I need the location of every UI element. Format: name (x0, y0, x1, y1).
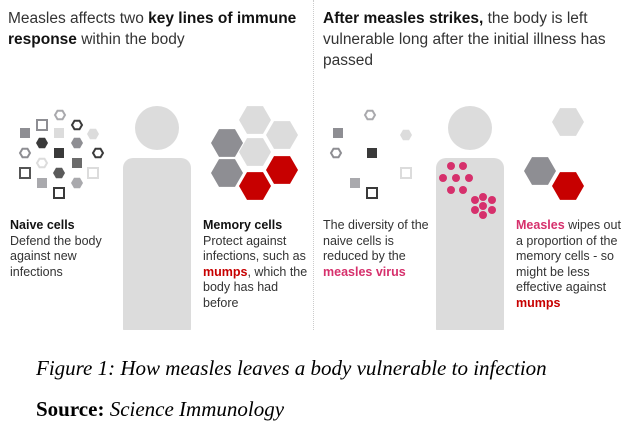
hexagon-cell (329, 147, 343, 159)
measles-virus-dot (471, 196, 479, 204)
hexagon-cell (363, 109, 377, 121)
hexagon-cell (266, 121, 298, 149)
naive-reduced-label: The diversity of the naive cells is redu… (323, 218, 429, 279)
figure-caption: Figure 1: How measles leaves a body vuln… (36, 356, 547, 380)
person-before-body (123, 158, 191, 330)
square-cell (333, 128, 343, 138)
measles-virus-dot (479, 211, 487, 219)
square-cell (350, 178, 360, 188)
hexagon-cell (35, 157, 49, 169)
hexagon-cell (211, 129, 243, 157)
hexagon-cell (524, 157, 556, 185)
measles-virus-dot (447, 186, 455, 194)
measles-virus-dot (471, 206, 479, 214)
memory-cell-red (552, 172, 584, 200)
hexagon-cell (211, 159, 243, 187)
panel-divider (313, 0, 314, 330)
hexagon-cell (552, 108, 584, 136)
measles-virus-dot (488, 206, 496, 214)
memory-cell-red (266, 156, 298, 184)
measles-virus-dot (452, 174, 460, 182)
measles-virus-dot (459, 162, 467, 170)
person-after-head (448, 106, 492, 150)
infographic-graphics (18, 106, 584, 330)
square-cell (20, 128, 30, 138)
hexagon-cell (71, 177, 83, 189)
measles-virus-dot (465, 174, 473, 182)
naive-cells-label: Naive cells Defend the body against new i… (10, 218, 102, 279)
measles-virus-dot (479, 202, 487, 210)
person-before-head (135, 106, 179, 150)
figure-source: Source: Science Immunology (36, 397, 285, 421)
hexagon-cell (91, 147, 105, 159)
right-heading: After measles strikes, the body is left … (323, 10, 606, 69)
square-cell (87, 167, 99, 179)
square-cell (366, 187, 378, 199)
hexagon-cell (87, 128, 99, 140)
hexagon-cell (239, 106, 271, 134)
hexagon-cell (18, 147, 32, 159)
square-cell (54, 148, 64, 158)
memory-cells-label: Memory cells Protect against infections, … (203, 218, 308, 310)
measles-virus-dot (459, 186, 467, 194)
person-after-body (436, 158, 504, 330)
square-cell (54, 128, 64, 138)
measles-virus-dot (488, 196, 496, 204)
hexagon-cell (53, 167, 65, 179)
square-cell (53, 187, 65, 199)
square-cell (72, 158, 82, 168)
hexagon-cell (71, 137, 83, 149)
measles-virus-dot (479, 193, 487, 201)
hexagon-cell (239, 138, 271, 166)
hexagon-cell (36, 137, 48, 149)
square-cell (37, 178, 47, 188)
square-cell (367, 148, 377, 158)
hexagon-cell (400, 129, 412, 141)
memory-cell-red (239, 172, 271, 200)
square-cell (36, 119, 48, 131)
measles-virus-dot (439, 174, 447, 182)
square-cell (400, 167, 412, 179)
square-cell (19, 167, 31, 179)
hexagon-cell (53, 109, 67, 121)
left-heading: Measles affects two key lines of immune … (8, 10, 297, 48)
hexagon-cell (70, 119, 84, 131)
measles-virus-dot (447, 162, 455, 170)
memory-wiped-label: Measles wipes out a proportion of the me… (516, 218, 621, 310)
